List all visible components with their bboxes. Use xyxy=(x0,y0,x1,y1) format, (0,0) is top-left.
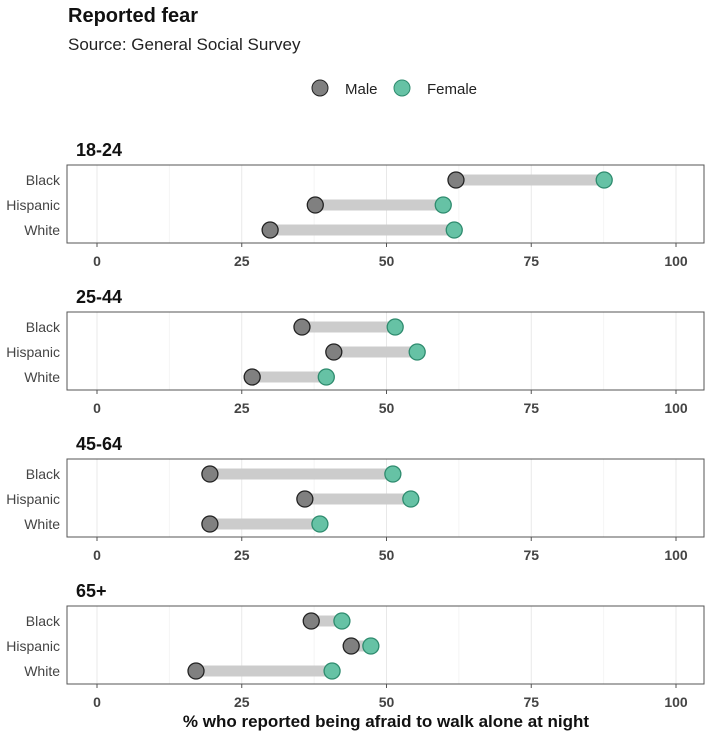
male-point xyxy=(201,515,219,533)
x-tick-label: 75 xyxy=(523,253,539,269)
panel-title: 25-44 xyxy=(76,287,122,307)
female-point xyxy=(323,662,341,680)
male-point xyxy=(261,221,279,239)
x-tick-label: 100 xyxy=(664,253,688,269)
x-axis-title: % who reported being afraid to walk alon… xyxy=(183,712,589,731)
female-point xyxy=(362,637,380,655)
panel-18-24: 18-24 0 25 50 75 100 Black Hispanic White xyxy=(6,140,705,269)
legend-male-marker xyxy=(311,79,329,97)
female-point xyxy=(445,221,463,239)
male-point xyxy=(243,368,261,386)
y-tick-label: White xyxy=(24,663,60,679)
x-tick-label: 100 xyxy=(664,547,688,563)
male-point xyxy=(302,612,320,630)
x-tick-label: 50 xyxy=(379,547,395,563)
x-tick-label: 100 xyxy=(664,694,688,710)
male-point xyxy=(293,318,311,336)
y-tick-label: Black xyxy=(26,466,61,482)
panel-title: 45-64 xyxy=(76,434,122,454)
y-tick-label: Black xyxy=(26,319,61,335)
y-tick-label: Black xyxy=(26,613,61,629)
female-point xyxy=(595,171,613,189)
legend-female-marker xyxy=(393,79,411,97)
x-tick-label: 50 xyxy=(379,400,395,416)
x-tick-label: 0 xyxy=(93,253,101,269)
x-tick-label: 0 xyxy=(93,547,101,563)
panel-title: 65+ xyxy=(76,581,107,601)
chart-title: Reported fear xyxy=(68,5,198,27)
y-tick-label: White xyxy=(24,516,60,532)
male-point xyxy=(187,662,205,680)
x-tick-label: 25 xyxy=(234,400,250,416)
legend: Male Female xyxy=(311,79,477,98)
x-tick-label: 25 xyxy=(234,694,250,710)
female-point xyxy=(317,368,335,386)
x-tick-label: 25 xyxy=(234,547,250,563)
male-point xyxy=(342,637,360,655)
panel-45-64: 45-64 0 25 50 75 100 Black Hispanic White xyxy=(6,434,705,563)
y-tick-label: White xyxy=(24,222,60,238)
x-tick-label: 75 xyxy=(523,694,539,710)
y-tick-label: Hispanic xyxy=(6,197,60,213)
chart-subtitle: Source: General Social Survey xyxy=(68,35,301,54)
panel-border xyxy=(66,458,705,538)
female-point xyxy=(384,465,402,483)
female-point xyxy=(311,515,329,533)
female-point xyxy=(402,490,420,508)
legend-male-label: Male xyxy=(345,81,378,98)
x-tick-label: 50 xyxy=(379,694,395,710)
male-point xyxy=(201,465,219,483)
y-tick-label: Hispanic xyxy=(6,491,60,507)
x-tick-label: 100 xyxy=(664,400,688,416)
male-point xyxy=(296,490,314,508)
male-point xyxy=(447,171,465,189)
female-point xyxy=(434,196,452,214)
y-tick-label: Hispanic xyxy=(6,638,60,654)
female-point xyxy=(386,318,404,336)
x-tick-label: 75 xyxy=(523,400,539,416)
legend-female-label: Female xyxy=(427,81,477,98)
x-tick-label: 75 xyxy=(523,547,539,563)
panel-border xyxy=(66,605,705,685)
x-tick-label: 0 xyxy=(93,694,101,710)
panel-65+: 65+ 0 25 50 75 100 Black Hispanic White xyxy=(6,581,705,710)
panel-border xyxy=(66,164,705,244)
y-tick-label: Hispanic xyxy=(6,344,60,360)
panel-25-44: 25-44 0 25 50 75 100 Black Hispanic White xyxy=(6,287,705,416)
y-tick-label: Black xyxy=(26,172,61,188)
male-point xyxy=(306,196,324,214)
panel-border xyxy=(66,311,705,391)
female-point xyxy=(333,612,351,630)
panel-title: 18-24 xyxy=(76,140,122,160)
female-point xyxy=(408,343,426,361)
y-tick-label: White xyxy=(24,369,60,385)
x-tick-label: 0 xyxy=(93,400,101,416)
x-tick-label: 50 xyxy=(379,253,395,269)
male-point xyxy=(325,343,343,361)
x-tick-label: 25 xyxy=(234,253,250,269)
